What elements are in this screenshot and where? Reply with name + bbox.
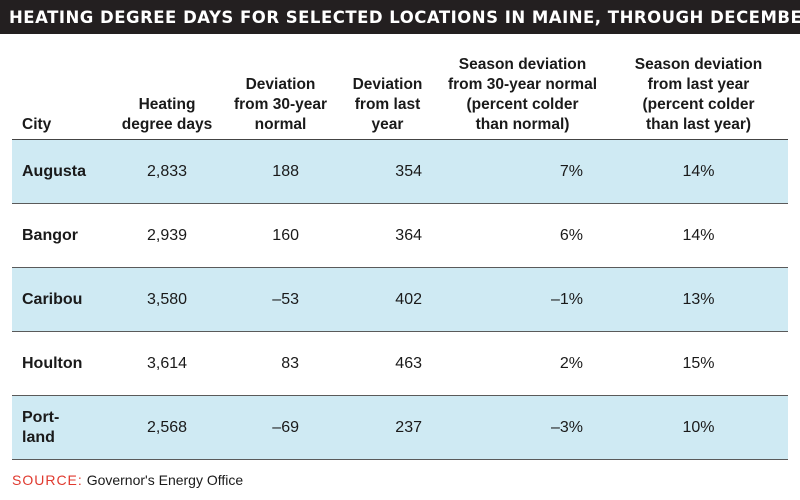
cell-deviation-from-last-year: 237 <box>395 418 422 436</box>
cell-deviation-from-last-year: 364 <box>395 226 422 244</box>
header-city: City <box>12 50 112 140</box>
cell-heating-degree-days: 3,580 <box>146 290 188 308</box>
cell-deviation-from-last-year: 354 <box>395 162 422 180</box>
cell-city: Bangor <box>12 204 112 268</box>
cell-season-deviation-from-last-year: 14% <box>682 162 715 180</box>
header-line: Deviation <box>245 76 316 93</box>
header-line: City <box>22 116 52 133</box>
table-body: Augusta 2,833 188 354 7% 14% Bangor 2,939 160 364… <box>12 139 788 460</box>
cell-season-deviation-from-normal: –3% <box>550 418 583 436</box>
header-line: Heating <box>138 96 196 113</box>
cell-season-deviation-from-last-year: 14% <box>682 226 715 244</box>
header-line: year <box>371 116 404 133</box>
cell-city: Houlton <box>12 332 112 396</box>
title-bar: HEATING DEGREE DAYS FOR SELECTED LOCATIO… <box>0 0 800 34</box>
table-row: Port-land 2,568 –69 237 –3% 10% <box>12 395 788 460</box>
header-heating-degree-days: Heating degree days <box>112 50 222 140</box>
header-line: (percent colder <box>642 96 755 113</box>
cell-deviation-from-normal: 160 <box>272 226 299 244</box>
page-title: HEATING DEGREE DAYS FOR SELECTED LOCATIO… <box>9 7 800 27</box>
cell-city: Port-land <box>12 396 112 460</box>
cell-deviation-from-normal: 188 <box>272 162 299 180</box>
header-season-deviation-from-last-year: Season deviation from last year (percent c… <box>609 50 788 140</box>
city-name-line: Caribou <box>22 290 83 308</box>
cell-city: Augusta <box>12 140 112 204</box>
header-line: normal <box>254 116 307 133</box>
header-line: degree days <box>121 116 213 133</box>
cell-season-deviation-from-normal: –1% <box>550 290 583 308</box>
table-row: Houlton 3,614 83 463 2% 15% <box>12 332 788 396</box>
cell-deviation-from-normal: –53 <box>272 290 299 308</box>
city-name-line: Bangor <box>22 226 78 244</box>
cell-season-deviation-from-last-year: 15% <box>682 354 715 372</box>
cell-deviation-from-last-year: 402 <box>395 290 422 308</box>
source-label: SOURCE: <box>12 472 83 488</box>
heating-degree-days-table: City Heating degree days Deviation from 30… <box>12 50 788 460</box>
header-line: Season deviation <box>634 56 763 73</box>
cell-season-deviation-from-normal: 6% <box>559 226 583 244</box>
header-deviation-from-last-year: Deviation from last year <box>339 50 436 140</box>
cell-heating-degree-days: 3,614 <box>146 354 188 372</box>
header-line: from last <box>354 96 421 113</box>
source-note: SOURCE: Governor's Energy Office <box>12 472 243 488</box>
source-value: Governor's Energy Office <box>86 472 244 488</box>
cell-heating-degree-days: 2,833 <box>146 162 188 180</box>
table-row: Augusta 2,833 188 354 7% 14% <box>12 139 788 204</box>
table-row: Caribou 3,580 –53 402 –1% 13% <box>12 267 788 332</box>
cell-season-deviation-from-normal: 2% <box>559 354 583 372</box>
table-header: City Heating degree days Deviation from 30… <box>12 50 788 140</box>
header-line: (percent colder <box>466 96 579 113</box>
header-line: Season deviation <box>458 56 587 73</box>
cell-season-deviation-from-last-year: 10% <box>682 418 715 436</box>
table-row: Bangor 2,939 160 364 6% 14% <box>12 204 788 268</box>
cell-heating-degree-days: 2,939 <box>146 226 188 244</box>
cell-deviation-from-normal: 83 <box>281 354 299 372</box>
cell-deviation-from-normal: –69 <box>272 418 299 436</box>
header-line: Deviation <box>352 76 423 93</box>
header-line: than normal) <box>475 116 570 133</box>
header-season-deviation-from-normal: Season deviation from 30-year normal (perc… <box>436 50 609 140</box>
cell-city: Caribou <box>12 268 112 332</box>
cell-season-deviation-from-last-year: 13% <box>682 290 715 308</box>
city-name-line: land <box>22 428 55 446</box>
header-row: City Heating degree days Deviation from 30… <box>12 50 788 140</box>
header-line: than last year) <box>645 116 752 133</box>
cell-deviation-from-last-year: 463 <box>395 354 422 372</box>
city-name-line: Houlton <box>22 354 83 372</box>
city-name-line: Augusta <box>22 162 86 180</box>
header-line: from 30-year normal <box>447 76 598 93</box>
header-deviation-from-normal: Deviation from 30-year normal <box>222 50 339 140</box>
city-name-line: Port- <box>22 408 60 426</box>
cell-season-deviation-from-normal: 7% <box>559 162 583 180</box>
cell-heating-degree-days: 2,568 <box>146 418 188 436</box>
header-line: from last year <box>647 76 750 93</box>
header-line: from 30-year <box>233 96 328 113</box>
